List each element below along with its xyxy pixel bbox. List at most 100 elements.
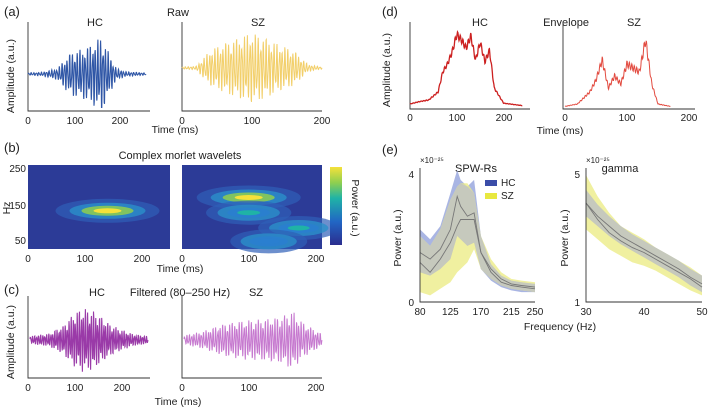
panel-b-hc-xtick: 200 bbox=[134, 254, 151, 265]
panel-a-sz-trace bbox=[181, 34, 323, 102]
panel-label-a: (a) bbox=[4, 4, 20, 19]
mean-line-hc bbox=[585, 202, 703, 285]
panel-d-hc-trace bbox=[409, 29, 523, 107]
panel-b-xlabel: Time (ms) bbox=[157, 263, 204, 275]
panel-d-sz-xtick: 100 bbox=[619, 113, 636, 124]
panel-c-sz-axes bbox=[181, 296, 322, 379]
panel-c-sz-xtick: 100 bbox=[241, 383, 258, 394]
heatmap-blob bbox=[258, 238, 280, 244]
xtick-label: 170 bbox=[473, 307, 490, 318]
panel-a-sz-xtick: 200 bbox=[314, 116, 331, 127]
panel-e2-title: gamma bbox=[602, 163, 640, 175]
panel-d-hc-xtick: 0 bbox=[407, 113, 413, 124]
mean-line-sz bbox=[585, 202, 703, 288]
heatmap-blob bbox=[234, 195, 263, 200]
panel-e2-plot bbox=[585, 175, 703, 296]
panel-b: (b) Complex morlet wavelets Hz 250 150 5… bbox=[1, 140, 361, 275]
colorbar bbox=[330, 167, 342, 245]
panel-c-sz-xtick: 200 bbox=[308, 383, 325, 394]
panel-a-sz-axes bbox=[181, 22, 322, 112]
panel-e2-scale: ×10⁻²⁵ bbox=[586, 156, 610, 165]
panel-c-hc-trace bbox=[29, 309, 149, 372]
panel-b-hc-xtick: 0 bbox=[25, 254, 31, 265]
panel-a-sz-xtick: 100 bbox=[244, 116, 261, 127]
legend-hc-swatch bbox=[485, 180, 497, 186]
panel-e1-ylabel: Power (a.u.) bbox=[392, 209, 404, 266]
colorbar-label: Power (a.u.) bbox=[349, 179, 361, 236]
panel-d-hc-axes bbox=[409, 22, 530, 110]
panel-c-xlabel: Time (ms) bbox=[155, 396, 202, 408]
panel-a-sz-xtick: 0 bbox=[179, 116, 185, 127]
panel-e1-ytick: 0 bbox=[408, 298, 414, 309]
legend: HC SZ bbox=[485, 178, 515, 202]
xtick-label: 30 bbox=[580, 307, 592, 318]
panel-c-sz-label: SZ bbox=[249, 287, 263, 299]
panel-d-hc-xtick: 200 bbox=[496, 113, 513, 124]
xtick-label: 50 bbox=[696, 307, 708, 318]
panel-label-d: (d) bbox=[382, 4, 398, 19]
panel-b-sz-xtick: 100 bbox=[241, 254, 258, 265]
band-overlap bbox=[586, 189, 702, 293]
panel-b-ylabel: Hz bbox=[1, 202, 13, 215]
mean-line-hc bbox=[419, 194, 536, 290]
panel-e2-axes bbox=[585, 168, 702, 303]
panel-a: (a) Raw Amplitude (a.u.) Time (ms) HC SZ… bbox=[4, 4, 331, 136]
panel-b-hc-heatmap bbox=[28, 165, 170, 249]
xtick-label: 80 bbox=[414, 307, 426, 318]
panel-label-c: (c) bbox=[4, 282, 19, 297]
legend-sz-label: SZ bbox=[501, 191, 514, 202]
panel-d-hc-xtick: 100 bbox=[449, 113, 466, 124]
panel-d-hc-label: HC bbox=[472, 17, 488, 29]
panel-e2-ytick: 1 bbox=[574, 298, 580, 309]
panel-e: (e) ×10⁻²⁵ ×10⁻²⁵ SPW-Rs gamma Power (a.… bbox=[382, 142, 708, 333]
panel-a-hc-xtick: 100 bbox=[67, 116, 84, 127]
panel-e2-xticks: 30 40 50 bbox=[580, 307, 708, 318]
panel-a-hc-axes bbox=[27, 22, 150, 112]
panel-c-hc-label: HC bbox=[89, 287, 105, 299]
panel-c-hc-xtick: 100 bbox=[67, 383, 84, 394]
panel-a-sz-label: SZ bbox=[251, 17, 265, 29]
panel-d-title: Envelope bbox=[543, 17, 589, 29]
panel-d-sz-trace bbox=[564, 40, 671, 107]
panel-a-xlabel: Time (ms) bbox=[152, 124, 199, 136]
panel-b-ytick: 150 bbox=[9, 201, 26, 212]
panel-c-hc-xtick: 0 bbox=[25, 383, 31, 394]
panel-a-ylabel: Amplitude (a.u.) bbox=[5, 39, 17, 113]
panel-label-b: (b) bbox=[4, 140, 20, 155]
panel-e2-ylabel: Power (a.u.) bbox=[559, 209, 571, 266]
panel-c-ylabel: Amplitude (a.u.) bbox=[5, 305, 17, 379]
panel-e1-axes bbox=[419, 168, 535, 303]
xtick-label: 215 bbox=[503, 307, 520, 318]
panel-d-ylabel: Amplitude (a.u.) bbox=[381, 33, 393, 107]
panel-d-sz-label: SZ bbox=[627, 17, 641, 29]
panel-label-e: (e) bbox=[382, 142, 398, 157]
legend-hc-label: HC bbox=[501, 178, 515, 189]
heatmap-blob bbox=[287, 225, 310, 231]
panel-d-sz-xtick: 200 bbox=[681, 113, 698, 124]
panel-e1-scale: ×10⁻²⁵ bbox=[420, 156, 444, 165]
panel-e1-title: SPW-Rs bbox=[455, 163, 497, 175]
panel-e1-ytick: 4 bbox=[408, 170, 414, 181]
panel-b-ytick: 50 bbox=[15, 236, 27, 247]
panel-a-hc-xtick: 0 bbox=[25, 116, 31, 127]
panel-b-sz-xtick: 0 bbox=[179, 254, 185, 265]
panel-c-title: Filtered (80–250 Hz) bbox=[130, 287, 230, 299]
legend-sz-swatch bbox=[485, 193, 497, 199]
panel-a-hc-trace bbox=[27, 39, 147, 109]
xtick-label: 125 bbox=[442, 307, 459, 318]
panel-b-sz-xtick: 200 bbox=[308, 254, 325, 265]
panel-d-xlabel: Time (ms) bbox=[537, 125, 584, 137]
panel-d: (d) Envelope Amplitude (a.u.) HC SZ 0 10… bbox=[381, 4, 698, 137]
panel-c: (c) Filtered (80–250 Hz) Amplitude (a.u.… bbox=[4, 282, 325, 408]
panel-c-sz-trace bbox=[183, 312, 323, 367]
panel-a-title: Raw bbox=[167, 7, 189, 19]
panel-e2-ytick: 5 bbox=[574, 170, 580, 181]
panel-b-ytick: 250 bbox=[9, 164, 26, 175]
panel-b-hc-xtick: 100 bbox=[77, 254, 94, 265]
xtick-label: 250 bbox=[527, 307, 544, 318]
panel-e1-plot bbox=[419, 170, 536, 296]
panel-e-xlabel: Frequency (Hz) bbox=[524, 321, 596, 333]
panel-c-sz-xtick: 0 bbox=[179, 383, 185, 394]
panel-c-hc-axes bbox=[27, 296, 150, 379]
